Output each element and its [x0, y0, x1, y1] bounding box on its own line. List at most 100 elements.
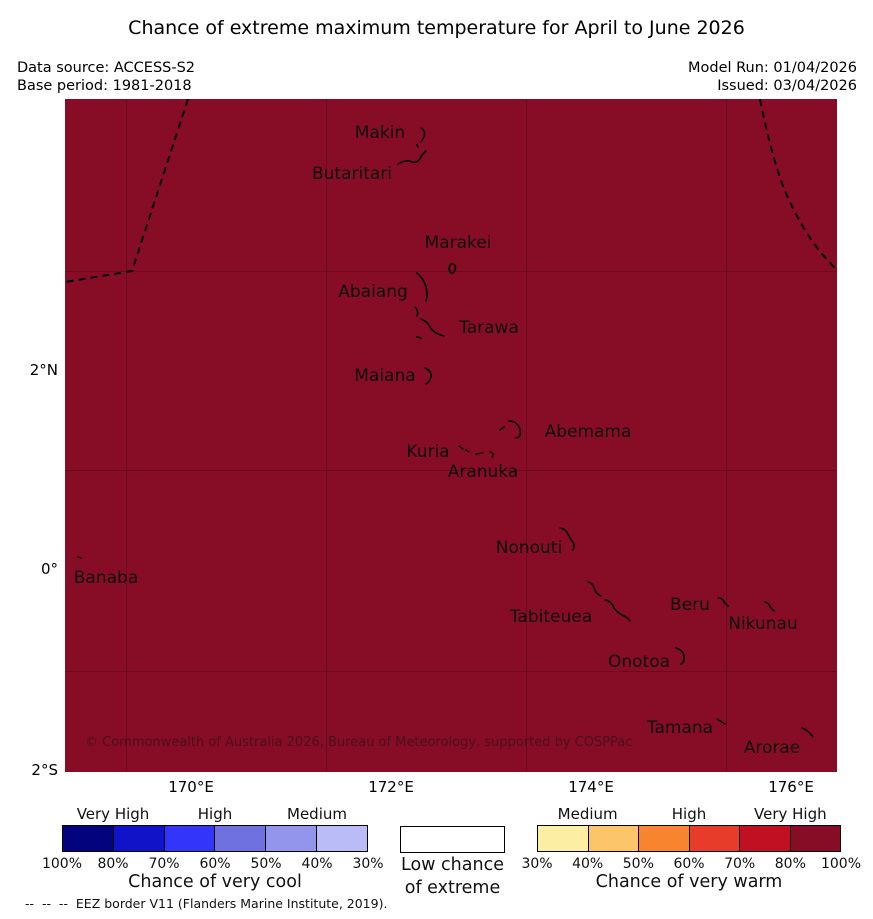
low-chance-label-line1: Low chance — [401, 855, 504, 875]
island-shape-tabiteuea — [587, 581, 631, 622]
legend-cool-colorbar — [62, 825, 368, 852]
colorbar-tick-label: 50% — [250, 856, 282, 872]
island-shape-arorae — [801, 727, 814, 738]
copyright-text: © Commonwealth of Australia 2026, Bureau… — [85, 735, 633, 750]
colorbar-tick-label: 80% — [97, 856, 129, 872]
map-geometry — [65, 99, 837, 738]
y-tick-label: 0° — [40, 560, 58, 578]
header-right: Model Run: 01/04/2026 Issued: 03/04/2026 — [688, 59, 857, 95]
gridline-horizontal — [65, 671, 837, 672]
island-label-tarawa: Tarawa — [459, 318, 519, 338]
legend-level-label: Medium — [287, 805, 347, 823]
island-label-marakei: Marakei — [424, 233, 492, 253]
island-shape-butaritari — [397, 150, 427, 165]
x-tick-label: 174°E — [568, 778, 614, 796]
island-shape-abaiang — [416, 272, 428, 302]
colorbar-segment — [638, 825, 690, 852]
eez-border-note: -- -- -- EEZ border V11 (Flanders Marine… — [25, 896, 388, 911]
island-label-abaiang: Abaiang — [338, 282, 408, 302]
colorbar-tick-label: 100% — [820, 856, 862, 872]
colorbar-tick-label: 40% — [301, 856, 333, 872]
colorbar-segment — [587, 825, 639, 852]
island-shape-maiana — [424, 367, 432, 385]
header-left: Data source: ACCESS-S2 Base period: 1981… — [17, 59, 195, 95]
low-chance-swatch — [400, 826, 505, 853]
island-shape-banaba — [77, 556, 82, 559]
legend-warm-title: Chance of very warm — [595, 872, 783, 892]
island-label-makin: Makin — [354, 123, 406, 143]
issued-label: Issued: 03/04/2026 — [717, 78, 857, 94]
gridline-vertical — [726, 99, 727, 772]
colorbar-segment — [163, 825, 216, 852]
island-label-onotoa: Onotoa — [607, 652, 671, 672]
eez-border-line — [65, 99, 189, 283]
x-tick-label: 170°E — [168, 778, 214, 796]
island-label-tabiteuea: Tabiteuea — [509, 607, 593, 627]
island-label-kuria: Kuria — [406, 442, 450, 462]
data-source-label: Data source: ACCESS-S2 — [17, 60, 196, 76]
legend-level-label: Very High — [754, 805, 827, 823]
colorbar-tick-label: 60% — [673, 856, 705, 872]
island-shape-tarawa — [414, 306, 445, 339]
island-label-nonouti: Nonouti — [495, 538, 563, 558]
island-label-butaritari: Butaritari — [311, 164, 393, 184]
legend-warm-colorbar — [537, 825, 841, 852]
legend-cool: Very High High Medium 100% 80% 70% 60% 50% 40% 3… — [42, 805, 384, 900]
colorbar-tick-label: 70% — [724, 856, 756, 872]
island-shape-makin — [416, 127, 426, 148]
colorbar-tick-label: 50% — [622, 856, 654, 872]
island-label-maiana: Maiana — [354, 366, 416, 386]
island-label-banaba: Banaba — [73, 568, 139, 588]
gridline-vertical — [126, 99, 127, 772]
colorbar-segment — [537, 825, 589, 852]
island-label-abemama: Abemama — [544, 422, 632, 442]
base-period-label: Base period: 1981-2018 — [17, 78, 192, 94]
y-tick-label: 2°S — [31, 761, 58, 779]
legend-cool-title: Chance of very cool — [128, 872, 302, 892]
gridline-vertical — [326, 99, 327, 772]
colorbar-segment — [214, 825, 267, 852]
colorbar-segment — [789, 825, 841, 852]
colorbar-tick-label: 70% — [148, 856, 180, 872]
legend-neutral: Low chance of extreme — [400, 826, 505, 899]
colorbar-tick-label: 100% — [41, 856, 83, 872]
legend-level-label: Medium — [557, 805, 618, 823]
page-title: Chance of extreme maximum temperature fo… — [128, 17, 745, 39]
colorbar-segment — [739, 825, 791, 852]
legend-warm: Medium High Very High 30% 40% 50% 60% 70% 80% 10… — [521, 805, 861, 900]
gridline-horizontal — [65, 470, 837, 471]
gridline-vertical — [526, 99, 527, 772]
eez-border-line — [759, 99, 837, 271]
x-tick-label: 176°E — [768, 778, 814, 796]
island-shape-tamana — [716, 718, 726, 725]
island-label-beru: Beru — [670, 595, 710, 615]
colorbar-tick-label: 80% — [774, 856, 806, 872]
legend-level-label: Very High — [76, 805, 150, 823]
island-shape-abemama — [499, 420, 522, 439]
colorbar-segment — [316, 825, 368, 852]
island-label-tamana: Tamana — [646, 718, 714, 738]
model-run-label: Model Run: 01/04/2026 — [687, 60, 857, 76]
island-shape-aranuka — [475, 451, 494, 458]
legend-level-label: High — [197, 805, 233, 823]
colorbar-segment — [112, 825, 165, 852]
island-shape-nonouti — [559, 527, 575, 551]
colorbar-tick-label: 40% — [572, 856, 604, 872]
island-shape-kuria — [458, 445, 470, 453]
gridline-horizontal — [65, 271, 837, 272]
colorbar-segment — [688, 825, 740, 852]
colorbar-segment — [265, 825, 318, 852]
island-shape-marakei — [448, 263, 457, 274]
colorbar-tick-label: 30% — [352, 856, 384, 872]
colorbar-segment — [62, 825, 114, 852]
legend-level-label: High — [671, 805, 707, 823]
island-label-aranuka: Aranuka — [447, 462, 519, 482]
colorbar-tick-label: 60% — [199, 856, 231, 872]
island-shape-nikunau — [764, 601, 775, 612]
island-shape-onotoa — [675, 647, 685, 665]
island-shape-beru — [717, 597, 729, 607]
low-chance-label-line2: of extreme — [404, 878, 501, 898]
map-canvas: Makin Butaritari Marakei Abaiang Tarawa Maian… — [65, 99, 837, 772]
island-label-nikunau: Nikunau — [728, 614, 798, 634]
x-tick-label: 172°E — [368, 778, 414, 796]
